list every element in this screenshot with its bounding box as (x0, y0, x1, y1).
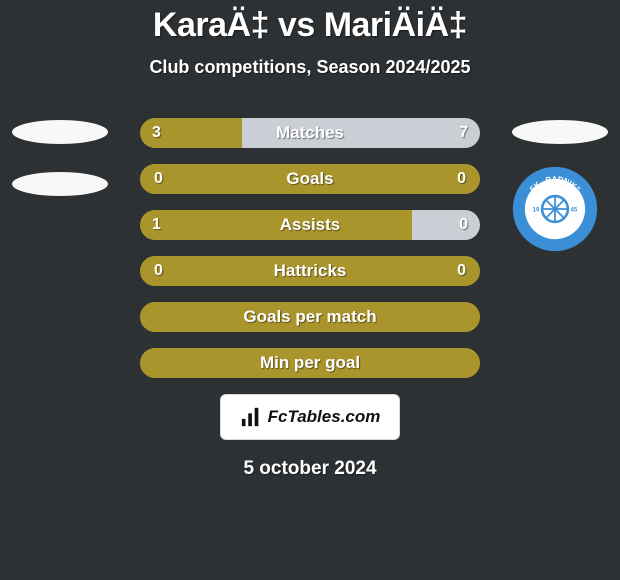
stat-row: 1 0 Assists (140, 210, 480, 240)
crest-left-num: 19 (533, 208, 540, 214)
stat-label: Hattricks (274, 261, 347, 281)
attribution-box: FcTables.com (220, 394, 400, 440)
stat-value-right: 0 (457, 170, 466, 188)
stat-value-left: 0 (154, 170, 163, 188)
stat-label: Goals per match (243, 307, 376, 327)
stat-value-left: 3 (152, 124, 161, 142)
placeholder-oval (12, 120, 108, 144)
stat-label: Goals (286, 169, 333, 189)
stat-row: 0 0 Hattricks (140, 256, 480, 286)
stat-row: Goals per match (140, 302, 480, 332)
stat-value-left: 0 (154, 262, 163, 280)
crest-svg: FK „RADNIK” BIJELJINA 19 45 (512, 166, 598, 252)
stats-list: 3 7 Matches 0 0 Goals 1 0 Assists 0 0 Hattricks Goal… (140, 118, 480, 378)
stat-label: Matches (276, 123, 344, 143)
placeholder-oval (12, 172, 108, 196)
stat-label: Min per goal (260, 353, 360, 373)
page-subtitle: Club competitions, Season 2024/2025 (0, 57, 620, 78)
date-text: 5 october 2024 (0, 458, 620, 480)
club-crest: FK „RADNIK” BIJELJINA 19 45 (512, 166, 598, 252)
crest-right-num: 45 (570, 208, 577, 214)
stat-value-right: 0 (459, 216, 468, 234)
attribution-text: FcTables.com (268, 407, 381, 427)
right-player-logos: FK „RADNIK” BIJELJINA 19 45 (512, 120, 608, 252)
page-title: KaraÄ‡ vs MariÄiÄ‡ (0, 0, 620, 45)
stat-value-right: 7 (459, 124, 468, 142)
bars-icon (240, 406, 262, 428)
stat-label: Assists (280, 215, 340, 235)
left-player-logos (12, 120, 108, 224)
placeholder-oval (512, 120, 608, 144)
stat-value-right: 0 (457, 262, 466, 280)
stat-row: 0 0 Goals (140, 164, 480, 194)
stat-value-left: 1 (152, 216, 161, 234)
stat-row: Min per goal (140, 348, 480, 378)
stat-segment-right (412, 210, 480, 240)
stat-segment-left (140, 210, 412, 240)
infographic-container: KaraÄ‡ vs MariÄiÄ‡ Club competitions, Se… (0, 0, 620, 580)
stat-row: 3 7 Matches (140, 118, 480, 148)
